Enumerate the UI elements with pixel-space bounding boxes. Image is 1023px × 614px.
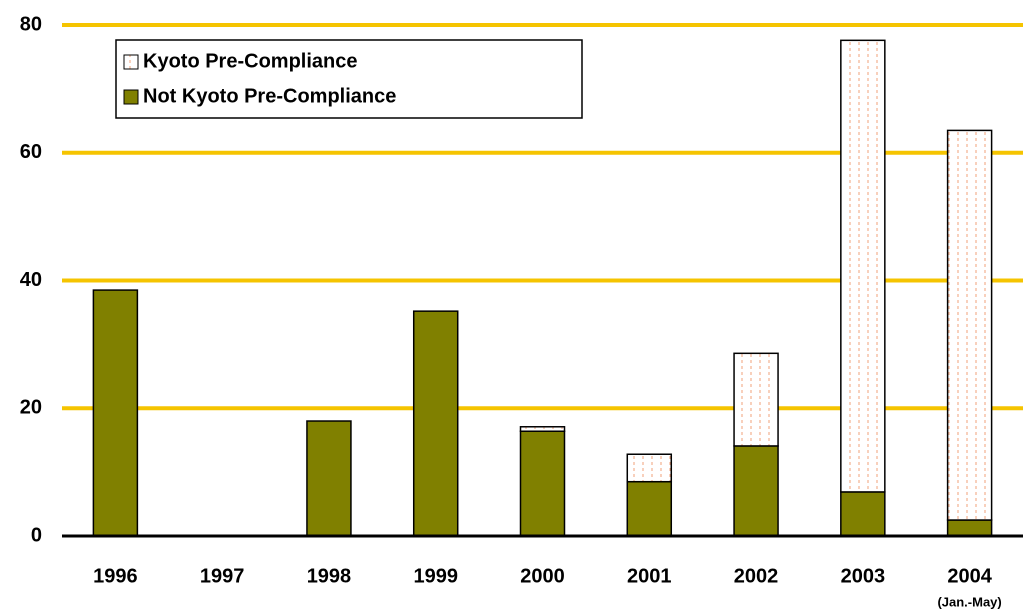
y-tick-label: 40 [20, 269, 42, 291]
bar-segment [306, 420, 352, 537]
x-tick-label: 1999 [413, 565, 458, 587]
annotation: (Jan.-May) [937, 594, 1001, 609]
bar-segment [92, 289, 139, 537]
x-tick-label: 1997 [200, 565, 245, 587]
bar-segment [626, 453, 673, 483]
y-tick-label: 60 [20, 141, 42, 163]
y-tick-label: 0 [31, 524, 42, 546]
x-tick-label: 2004 [947, 565, 992, 587]
bar-segment [626, 480, 673, 537]
legend-swatch [123, 89, 139, 105]
x-tick-label: 2000 [520, 565, 565, 587]
x-tick-label: 1998 [307, 565, 352, 587]
bar-segment [840, 491, 886, 537]
bar-segment [733, 445, 779, 537]
x-tick-label: 2003 [841, 565, 886, 587]
bar-segment [519, 430, 566, 537]
legend-label: Not Kyoto Pre-Compliance [143, 85, 396, 107]
bar-segment [519, 426, 566, 432]
bar-segment [733, 352, 779, 447]
x-tick-label: 1996 [93, 565, 138, 587]
bar-segment [412, 310, 459, 537]
legend-label: Kyoto Pre-Compliance [143, 50, 357, 72]
x-tick-label: 2001 [627, 565, 672, 587]
bar-segment [946, 519, 993, 537]
x-tick-label: 2002 [734, 565, 779, 587]
legend-swatch [123, 54, 139, 70]
bar-segment [840, 39, 886, 493]
legend-box [115, 39, 583, 119]
y-tick-label: 80 [20, 13, 42, 35]
bar-segment [946, 129, 993, 521]
y-tick-label: 20 [20, 397, 42, 419]
